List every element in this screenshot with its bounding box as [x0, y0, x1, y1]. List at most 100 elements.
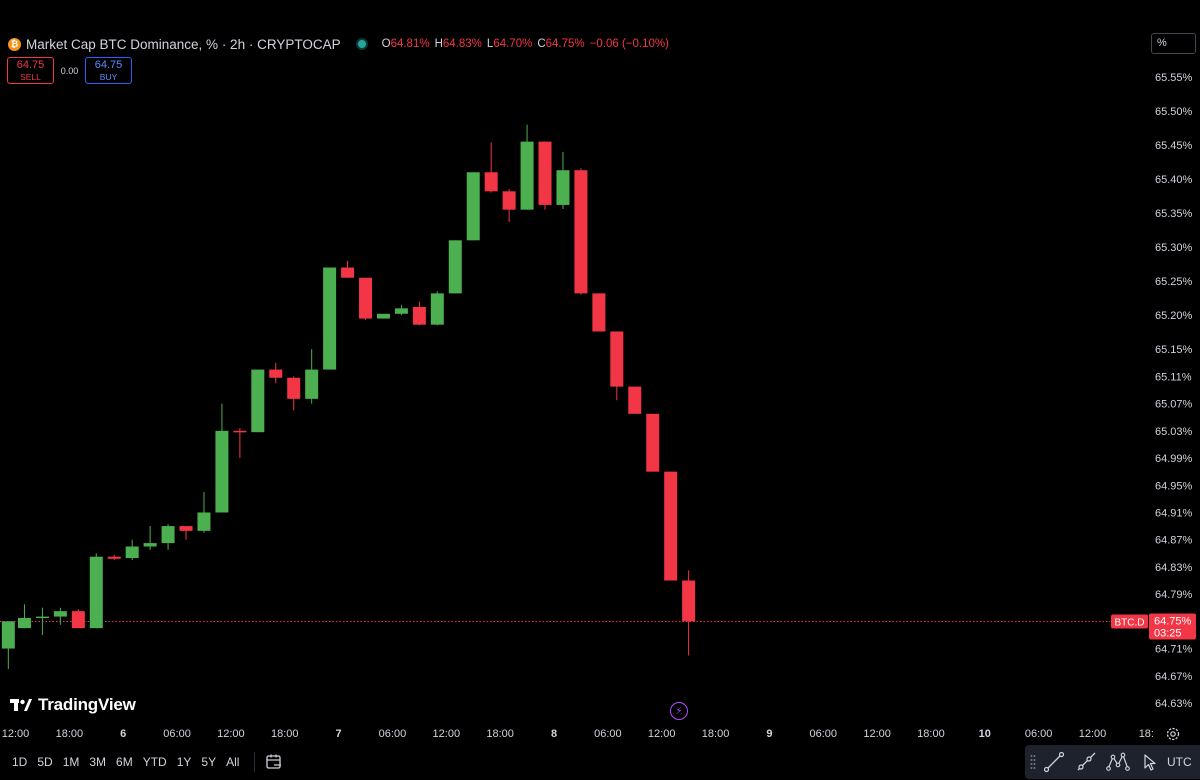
time-tick-label: 18:00 — [271, 728, 299, 740]
time-axis[interactable]: 12:00 18:00 6 06:00 12:00 18:00 7 06:00 12:00 18:… — [2, 728, 1154, 740]
candle — [628, 386, 642, 414]
candle — [484, 142, 498, 193]
candle — [682, 570, 696, 656]
price-tick-label: 65.25% — [1155, 276, 1193, 288]
price-tick-label: 64.99% — [1155, 453, 1193, 465]
candle — [359, 277, 373, 320]
candle-body — [574, 170, 588, 294]
candle — [664, 471, 678, 581]
range-5y[interactable]: 5Y — [201, 755, 217, 769]
current-price-label: BTC.D 64.75%03:25 — [1111, 613, 1196, 640]
candle — [89, 553, 103, 629]
gear-icon[interactable] — [1165, 726, 1181, 742]
trend-line-icon[interactable] — [1039, 747, 1069, 777]
time-tick-label: 18: — [1139, 728, 1154, 740]
candle — [35, 607, 49, 635]
candle — [53, 607, 67, 625]
high-key: H — [434, 38, 443, 50]
candle — [287, 376, 301, 411]
tradingview-logo[interactable]: TradingView — [10, 695, 136, 715]
time-tick-label: 12:00 — [648, 728, 676, 740]
price-tick-label: 64.87% — [1155, 535, 1193, 547]
candle — [269, 362, 283, 384]
price-tick-label: 64.95% — [1155, 480, 1193, 492]
lightning-icon[interactable]: ⚡ — [670, 702, 688, 720]
candle-body — [466, 172, 480, 241]
candle — [251, 369, 265, 433]
candle-body — [412, 306, 426, 325]
candles-layer — [1, 124, 696, 669]
time-tick-label: 12:00 — [217, 728, 245, 740]
sell-label: SELL — [20, 71, 41, 82]
high-value: 64.83% — [442, 38, 482, 50]
range-ytd[interactable]: YTD — [142, 755, 167, 769]
candle-body — [376, 313, 390, 319]
candle-body — [53, 611, 67, 617]
candle — [125, 539, 139, 561]
candle — [592, 293, 606, 332]
time-tick-label: 7 — [336, 728, 342, 740]
candle — [179, 526, 193, 540]
buy-label: BUY — [99, 71, 118, 82]
bitcoin-icon: ₿ — [8, 37, 21, 51]
low-value: 64.70% — [493, 38, 533, 50]
candle-body — [341, 267, 355, 278]
calendar-goto-icon[interactable] — [265, 753, 283, 771]
timezone-button[interactable]: UTC — [1167, 755, 1192, 769]
time-tick-label: 18:00 — [702, 728, 730, 740]
candle-body — [161, 526, 175, 544]
range-1d[interactable]: 1D — [12, 755, 28, 769]
time-tick-label: 12:00 — [2, 728, 30, 740]
candle-body — [71, 611, 85, 629]
range-6m[interactable]: 6M — [116, 755, 133, 769]
candle — [71, 609, 85, 629]
price-tick-label: 64.83% — [1155, 562, 1193, 574]
sell-price: 64.75 — [16, 58, 45, 71]
symbol-tag-label: BTC.D — [1115, 618, 1145, 629]
price-tag-bg — [1149, 613, 1196, 640]
scale-mode-select[interactable]: % — [1151, 33, 1196, 54]
candle-body — [430, 293, 444, 325]
time-tick-label: 8 — [551, 728, 557, 740]
trade-panel: 64.75 SELL 0.00 64.75 BUY — [7, 57, 132, 84]
cursor-icon[interactable] — [1135, 747, 1165, 777]
market-status-icon[interactable] — [357, 40, 366, 48]
time-tick-label: 06:00 — [379, 728, 407, 740]
candle — [412, 301, 426, 326]
candle-body — [233, 430, 247, 433]
candle-body — [448, 240, 462, 294]
candle — [197, 492, 211, 533]
ray-icon[interactable] — [1071, 747, 1101, 777]
drawing-tools-bar — [1025, 745, 1200, 779]
candle — [502, 189, 516, 222]
range-1m[interactable]: 1M — [62, 755, 80, 769]
candle — [448, 240, 462, 294]
sell-button[interactable]: 64.75 SELL — [7, 57, 54, 84]
price-tick-label: 65.40% — [1155, 174, 1193, 186]
candle-body — [394, 308, 408, 314]
candle — [610, 331, 624, 401]
time-tick-label: 18:00 — [917, 728, 945, 740]
time-tick-label: 06:00 — [594, 728, 622, 740]
buy-button[interactable]: 64.75 BUY — [85, 57, 132, 84]
price-tick-label: 65.20% — [1155, 310, 1193, 322]
candle-body — [323, 267, 337, 370]
buy-price: 64.75 — [94, 58, 123, 71]
candle-body — [197, 512, 211, 531]
candle-body — [287, 377, 301, 399]
candle-body — [646, 413, 660, 472]
candle — [520, 124, 534, 210]
price-tick-label: 65.55% — [1155, 72, 1193, 84]
range-all[interactable]: All — [226, 755, 240, 769]
tradingview-wordmark: TradingView — [38, 695, 136, 714]
candle-body — [538, 141, 552, 205]
range-1y[interactable]: 1Y — [176, 755, 192, 769]
symbol-title[interactable]: Market Cap BTC Dominance, % · 2h · CRYPT… — [26, 36, 341, 52]
range-3m[interactable]: 3M — [89, 755, 107, 769]
pattern-icon[interactable] — [1103, 747, 1133, 777]
range-5d[interactable]: 5D — [37, 755, 53, 769]
time-tick-label: 6 — [120, 728, 126, 740]
drag-handle-icon[interactable] — [1029, 753, 1037, 771]
symbol-tag-bg — [1111, 614, 1148, 629]
